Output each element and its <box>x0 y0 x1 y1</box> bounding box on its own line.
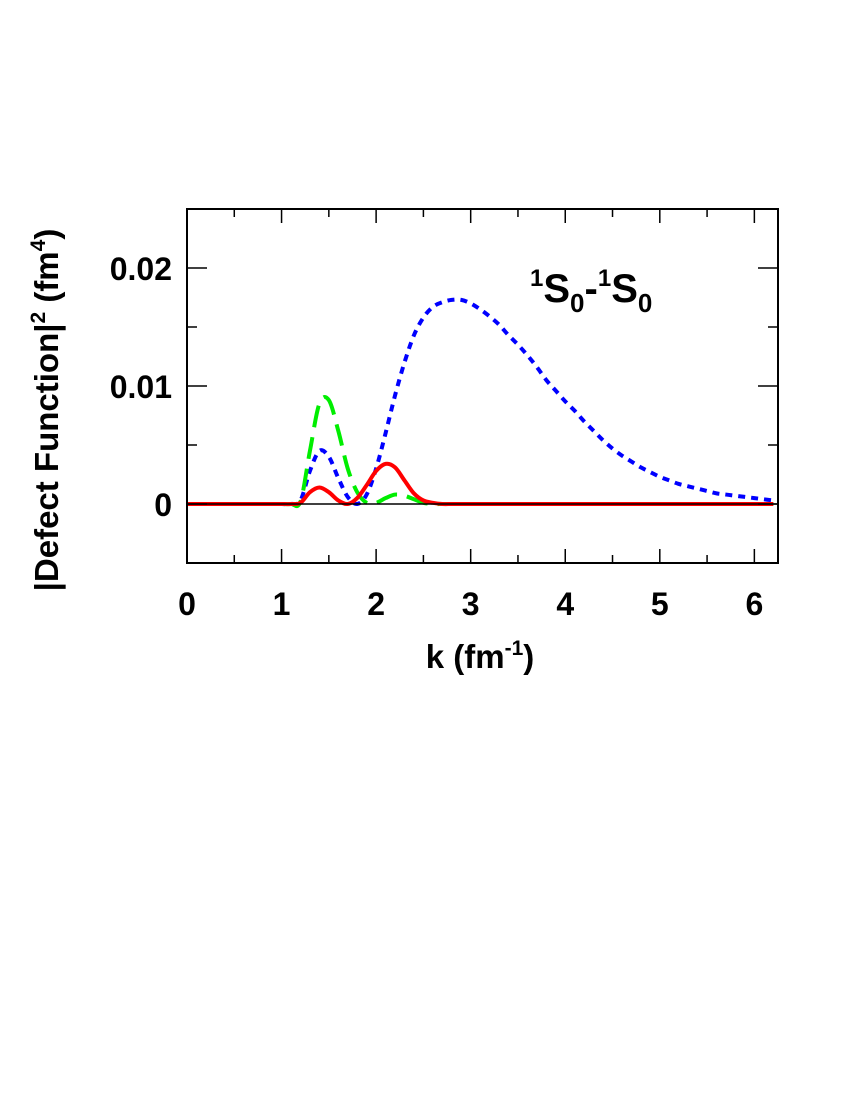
x-tick-labels: 0 1 2 3 4 5 6 <box>178 586 763 622</box>
x-tick-label: 5 <box>651 586 669 622</box>
plot-frame <box>186 208 779 564</box>
y-axis-label: |Defect Function|2 (fm4) <box>27 229 65 592</box>
series-line-solid <box>187 461 774 507</box>
y-tick-labels: 0 0.01 0.02 <box>110 251 172 523</box>
x-tick-label: 0 <box>178 586 196 622</box>
x-tick-label: 6 <box>745 586 763 622</box>
x-tick-label: 4 <box>556 586 574 622</box>
y-tick-label: 0.01 <box>110 369 172 405</box>
axis-ticks <box>186 209 778 564</box>
x-tick-label: 1 <box>273 586 291 622</box>
series-curves <box>187 297 774 509</box>
y-tick-label: 0.02 <box>110 251 172 287</box>
annotation-label: 1S0-1S0 <box>530 265 652 318</box>
x-axis-label: k (fm-1) <box>426 637 535 675</box>
x-tick-label: 3 <box>462 586 480 622</box>
series-line-dashed <box>187 395 774 509</box>
series-line-dotted <box>187 297 774 507</box>
x-tick-label: 2 <box>367 586 385 622</box>
y-tick-label: 0 <box>154 487 172 523</box>
